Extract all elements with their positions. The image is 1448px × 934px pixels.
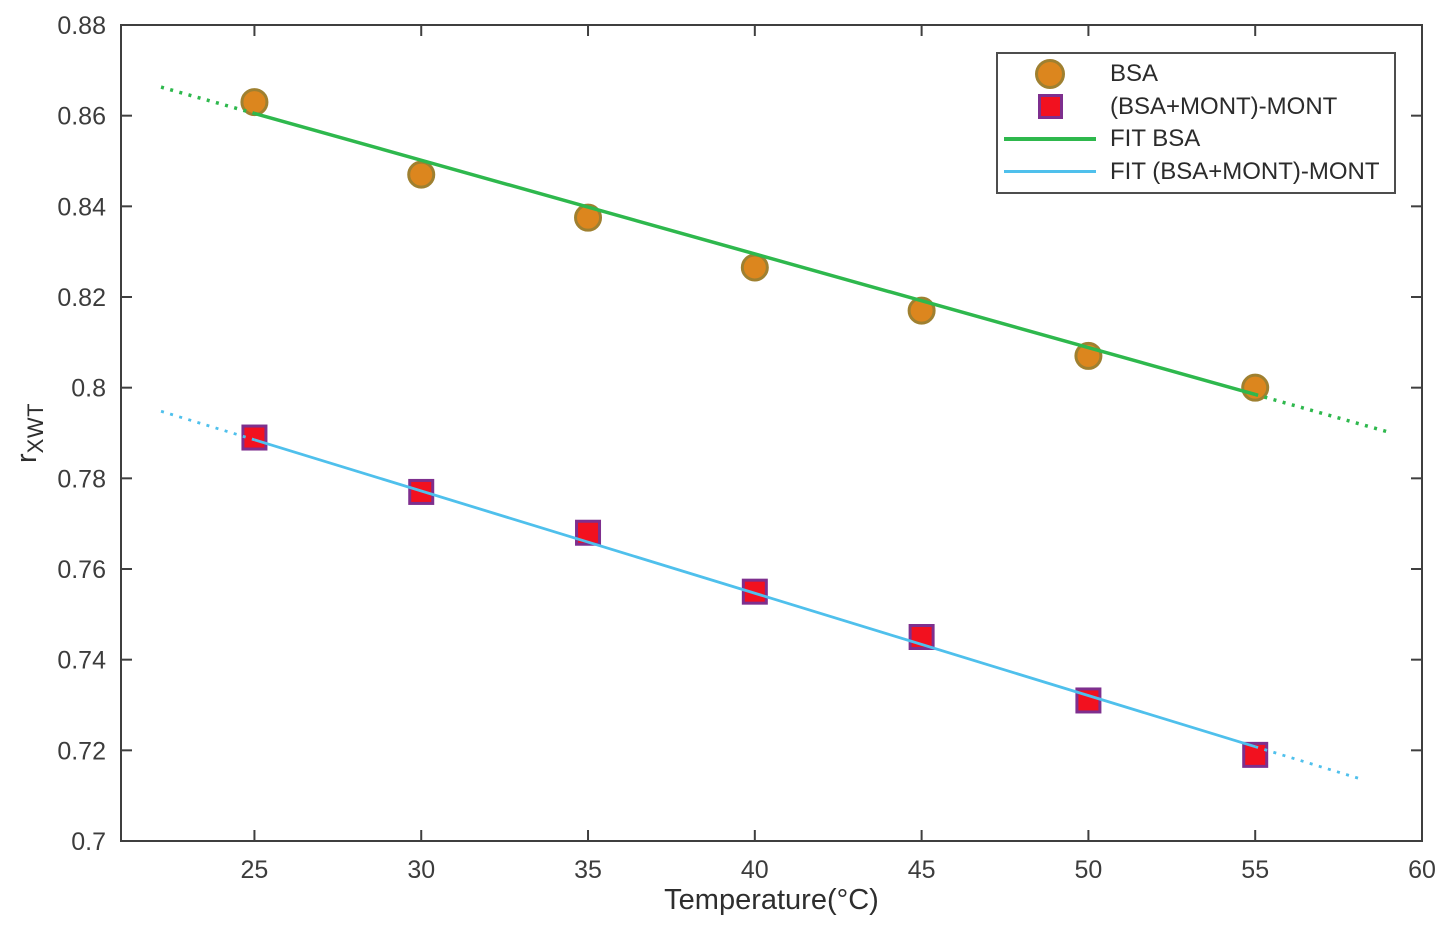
fit-bsa-dotted-left — [160, 85, 255, 116]
x-tick-label: 35 — [574, 856, 602, 884]
y-axis-label-base: r — [11, 453, 43, 464]
legend-row-bsa: BSA — [998, 58, 1394, 90]
legend-swatch-col — [998, 94, 1102, 120]
plot-frame — [120, 24, 1423, 842]
bsa-data-point — [574, 203, 603, 232]
legend-label-fit-bsa-mont: FIT (BSA+MONT)-MONT — [1110, 157, 1380, 185]
y-tick-label: 0.72 — [57, 737, 106, 765]
legend-label-fit-bsa: FIT BSA — [1110, 125, 1201, 153]
bsa-mont-data-point — [241, 424, 268, 451]
bsa-mont-data-point — [1242, 741, 1269, 768]
x-tick-label: 60 — [1408, 856, 1436, 884]
bsa-data-point — [740, 253, 769, 282]
bsa-mont-data-point — [741, 578, 768, 605]
legend-row-bsa-mont: (BSA+MONT)-MONT — [998, 91, 1394, 123]
bsa-mont-data-point — [575, 519, 602, 546]
y-tick-label: 0.86 — [57, 103, 106, 131]
legend-row-fit-bsa-mont: FIT (BSA+MONT)-MONT — [998, 156, 1394, 188]
legend-label-bsa-mont: (BSA+MONT)-MONT — [1110, 92, 1338, 120]
y-tick-label: 0.7 — [71, 828, 106, 856]
legend-swatch-col — [998, 137, 1102, 142]
legend-swatch-col — [998, 170, 1102, 174]
fit-bsa-line — [253, 111, 1256, 397]
x-tick-label: 40 — [741, 856, 769, 884]
x-axis-label: Temperature(°C) — [664, 884, 879, 916]
x-tick-label: 45 — [908, 856, 936, 884]
fit-bsa-mont-line-icon — [1004, 170, 1096, 174]
y-axis-label: rXWT — [11, 403, 49, 463]
fit-bsa-mont-line — [254, 438, 1256, 749]
bsa-data-point — [407, 160, 436, 189]
bsa-mont-square-marker-icon — [1037, 94, 1063, 120]
y-tick-label: 0.76 — [57, 556, 106, 584]
fit-bsa-mont-dotted-right — [1254, 745, 1363, 781]
x-tick-label: 30 — [407, 856, 435, 884]
fit-bsa-mont-dotted-left — [160, 409, 255, 442]
y-tick-label: 0.84 — [57, 193, 106, 221]
y-tick-label: 0.8 — [71, 375, 106, 403]
x-tick-label: 50 — [1075, 856, 1103, 884]
fit-bsa-line-icon — [1004, 137, 1096, 142]
legend: BSA (BSA+MONT)-MONT FIT BSA FIT (BSA+MON… — [996, 52, 1396, 194]
bsa-circle-marker-icon — [1035, 59, 1065, 90]
bsa-data-point — [1241, 373, 1270, 402]
y-tick-label: 0.78 — [57, 465, 106, 493]
legend-row-fit-bsa: FIT BSA — [998, 123, 1394, 155]
x-tick-label: 55 — [1241, 856, 1269, 884]
x-tick-label: 25 — [241, 856, 269, 884]
legend-label-bsa: BSA — [1110, 60, 1159, 88]
y-tick-label: 0.82 — [57, 284, 106, 312]
y-tick-label: 0.74 — [57, 647, 106, 675]
y-tick-label: 0.88 — [57, 12, 106, 40]
y-axis-label-subscript: XWT — [23, 402, 48, 454]
fit-bsa-dotted-right — [1254, 392, 1390, 434]
legend-swatch-col — [998, 59, 1102, 90]
